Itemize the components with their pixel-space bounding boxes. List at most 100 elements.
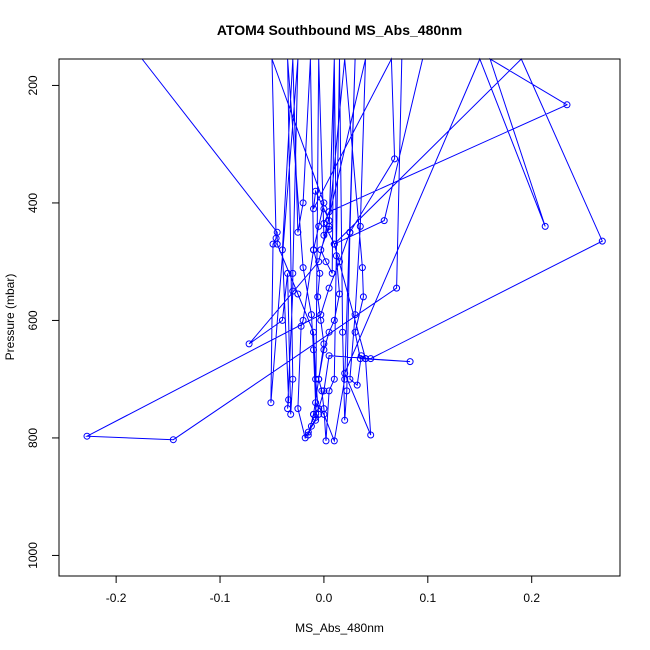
y-tick-label: 1000	[26, 542, 40, 569]
data-point	[332, 252, 340, 260]
data-point	[301, 434, 309, 442]
data-point	[314, 293, 322, 301]
data-point	[312, 399, 320, 407]
y-axis-title: Pressure (mbar)	[3, 274, 17, 361]
data-point	[284, 269, 292, 277]
data-point	[541, 222, 549, 230]
data-point	[317, 311, 325, 319]
data-point	[285, 396, 293, 404]
data-point	[312, 416, 320, 424]
data-point	[310, 328, 317, 336]
x-tick-label: -0.2	[106, 591, 127, 605]
data-point	[325, 284, 333, 292]
data-point	[315, 258, 323, 266]
data-point	[316, 269, 324, 277]
data-point	[318, 387, 326, 395]
data-point	[317, 246, 325, 254]
data-point	[287, 410, 295, 418]
data-point	[284, 405, 292, 413]
plot-frame	[58, 58, 621, 577]
data-point	[353, 381, 361, 389]
y-tick-label: 400	[26, 193, 40, 213]
data-point	[346, 228, 354, 236]
data-point	[367, 431, 375, 439]
data-point	[341, 416, 349, 424]
data-point	[299, 316, 307, 324]
x-tick-label: 0.0	[316, 591, 333, 605]
data-point	[310, 246, 317, 254]
data-point	[341, 369, 349, 377]
data-point	[330, 437, 338, 445]
data-point	[320, 205, 328, 213]
data-point	[169, 436, 177, 444]
data-point	[289, 287, 297, 295]
data-point	[362, 355, 369, 363]
data-point	[299, 264, 307, 272]
data-point	[598, 237, 606, 245]
data-point	[320, 346, 328, 354]
x-axis-title: MS_Abs_480nm	[295, 621, 384, 635]
data-point	[325, 387, 333, 395]
y-tick-label: 200	[26, 75, 40, 95]
data-point	[356, 222, 364, 230]
data-point	[310, 346, 317, 354]
data-point	[320, 220, 328, 227]
data-point	[325, 225, 333, 233]
data-point	[356, 355, 364, 363]
data-point	[304, 428, 312, 436]
data-point	[307, 422, 315, 430]
x-tick-label: -0.1	[210, 591, 231, 605]
data-point	[325, 352, 333, 360]
data-point	[325, 217, 333, 225]
data-point	[325, 208, 333, 216]
y-tick-label: 800	[26, 428, 40, 448]
data-point	[267, 399, 275, 407]
data-point	[330, 240, 338, 248]
x-axis: -0.2 -0.1 0.0 0.1 0.2	[106, 575, 540, 605]
data-point	[315, 405, 323, 413]
data-point	[294, 290, 302, 298]
data-point	[83, 432, 91, 440]
data-point	[322, 258, 330, 266]
data-point	[315, 222, 323, 230]
data-point	[312, 375, 320, 383]
data-point	[322, 437, 330, 445]
data-point	[391, 155, 399, 163]
data-point	[320, 387, 328, 395]
data-point	[343, 387, 351, 395]
data-point	[269, 240, 277, 248]
data-point	[299, 199, 307, 207]
data-point	[289, 375, 297, 383]
data-point	[351, 311, 359, 319]
data-point	[351, 328, 359, 336]
data-point	[272, 234, 280, 242]
data-point	[310, 205, 317, 213]
x-tick-label: 0.2	[523, 591, 540, 605]
data-point	[312, 413, 320, 421]
data-point	[307, 311, 315, 319]
data-point	[359, 293, 367, 301]
data-point	[380, 217, 388, 225]
data-point	[406, 358, 414, 366]
data-point	[278, 246, 286, 254]
data-point	[325, 328, 333, 336]
data-point	[289, 269, 297, 277]
data-point	[358, 264, 366, 272]
data-point	[294, 228, 302, 236]
data-point	[336, 258, 343, 266]
data-point	[393, 284, 401, 292]
data-point	[563, 101, 571, 109]
data-point	[245, 340, 253, 348]
data-point	[320, 410, 328, 418]
data-point	[294, 405, 302, 413]
data-point	[336, 290, 343, 298]
data-point	[297, 322, 305, 330]
data-point	[367, 355, 375, 363]
data-point	[339, 328, 347, 336]
y-tick-label: 600	[26, 310, 40, 330]
data-point	[312, 187, 320, 195]
x-tick-label: 0.1	[419, 591, 436, 605]
chart-title: ATOM4 Southbound MS_Abs_480nm	[217, 22, 462, 38]
